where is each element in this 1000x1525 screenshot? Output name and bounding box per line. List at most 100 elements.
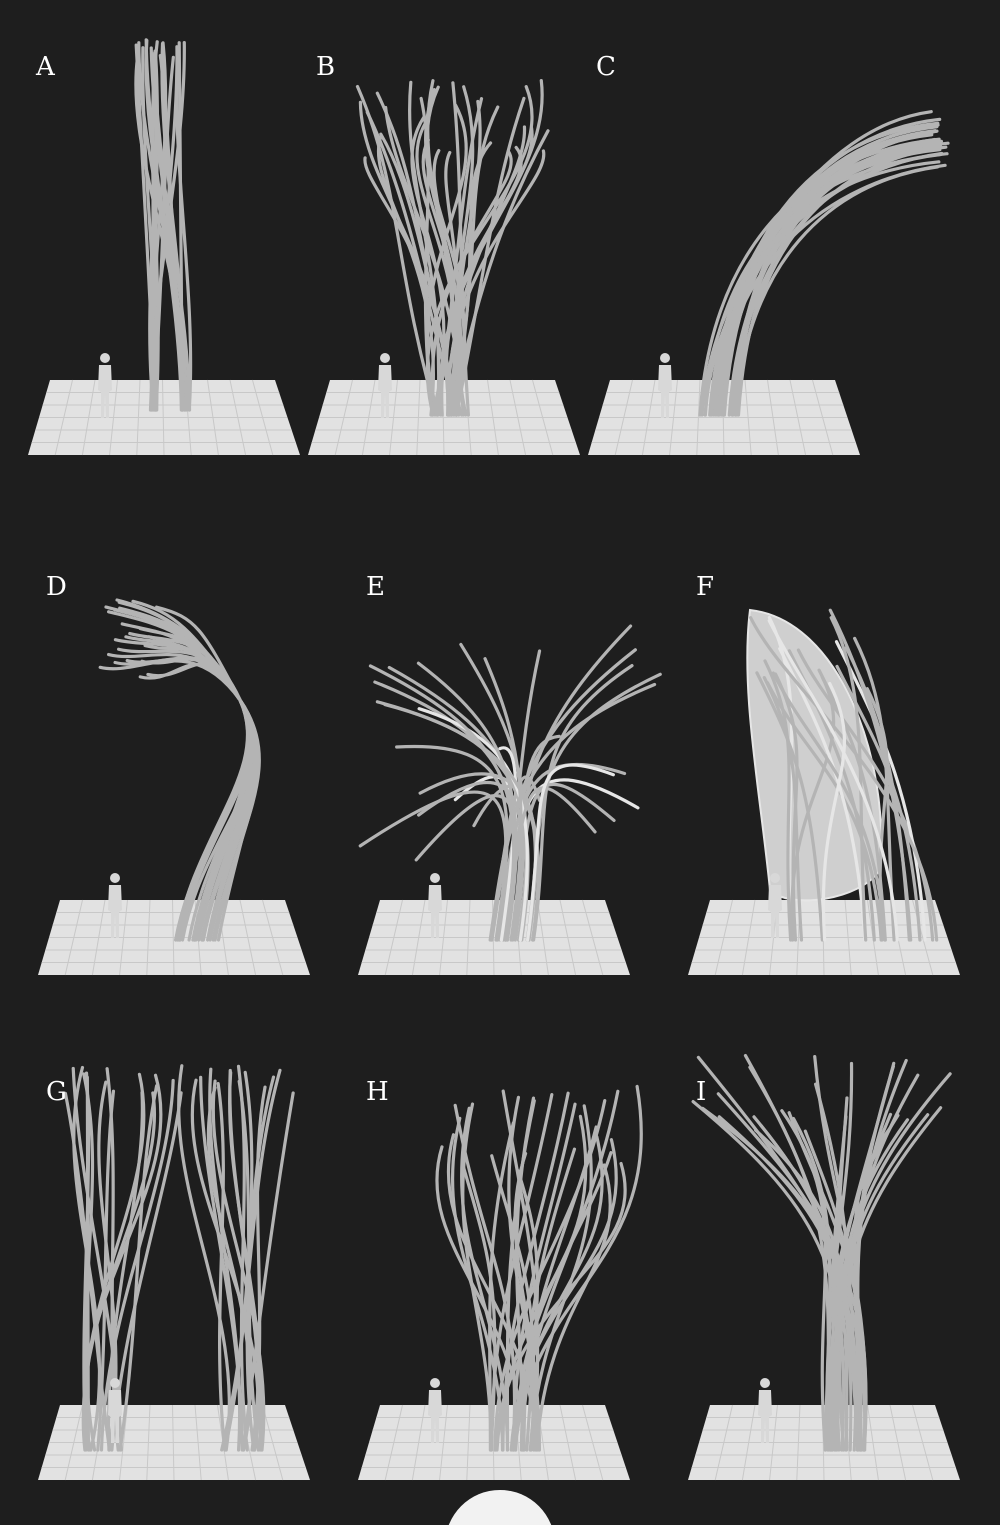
sculpture-render-b: [308, 78, 580, 456]
strand: [813, 1054, 868, 1452]
human-scale-figure: [428, 1378, 442, 1443]
strand: [490, 648, 637, 942]
strand: [509, 1138, 618, 1452]
human-scale-figure: [658, 353, 672, 418]
strand-bundle: [63, 1064, 295, 1452]
sculpture-render-i: [688, 1053, 960, 1481]
panel-label-b: B: [316, 52, 336, 82]
panel-d: D: [20, 540, 320, 1020]
strand: [440, 126, 534, 417]
strand-bundle: [355, 78, 550, 417]
sphere: [448, 1490, 552, 1525]
panel-label-g: G: [46, 1077, 67, 1107]
strand: [358, 100, 452, 417]
strand: [717, 1115, 858, 1452]
strand: [767, 619, 899, 942]
strand: [152, 51, 185, 412]
strand: [82, 1072, 97, 1452]
panel-c: C: [570, 20, 950, 500]
strand: [146, 662, 256, 942]
strand: [834, 1118, 910, 1452]
human-scale-figure: [108, 1378, 122, 1443]
panel-h: H: [340, 1045, 643, 1525]
sculpture-render-c: [588, 110, 950, 456]
strand: [483, 657, 523, 942]
panel-label-i: I: [696, 1077, 707, 1107]
strand: [531, 664, 634, 942]
strand: [453, 1103, 517, 1452]
panel-label-d: D: [46, 572, 67, 602]
strand: [516, 1169, 540, 1452]
ground-plane: [38, 1404, 310, 1481]
strand: [134, 43, 158, 412]
strand: [513, 1084, 643, 1452]
strand: [425, 103, 468, 417]
strand: [691, 1100, 846, 1452]
sculpture-render-d: [38, 598, 310, 976]
strand-bundle: [698, 110, 950, 417]
strand: [421, 138, 463, 417]
sculpture-render-e: [358, 624, 662, 976]
strand: [446, 149, 546, 417]
strand: [151, 55, 175, 412]
strand: [828, 608, 913, 942]
strand-bundle: [98, 598, 261, 942]
strand: [175, 49, 193, 412]
human-scale-figure: [378, 353, 392, 418]
strand: [495, 1114, 588, 1452]
panel-e: E: [340, 540, 662, 1020]
strand: [528, 1104, 593, 1452]
human-scale-figure: [758, 1378, 772, 1443]
strand: [721, 148, 942, 417]
strand: [834, 640, 927, 942]
ground-plane: [308, 379, 580, 456]
panel-label-h: H: [366, 1077, 389, 1107]
sculpture-render-h: [358, 1084, 643, 1525]
strand: [395, 744, 509, 942]
strand: [749, 616, 939, 942]
strand: [755, 671, 824, 942]
human-scale-figure: [108, 873, 122, 938]
human-scale-figure: [98, 353, 112, 418]
panel-f: F: [670, 540, 970, 1020]
strand: [243, 1070, 256, 1452]
strand: [490, 1154, 536, 1452]
panel-label-e: E: [366, 572, 385, 602]
strand: [854, 1064, 895, 1452]
strand: [511, 782, 616, 942]
strand: [525, 763, 615, 942]
human-scale-figure: [428, 873, 442, 938]
strand: [708, 139, 943, 417]
strand: [821, 681, 847, 942]
strand: [375, 700, 540, 942]
strand: [762, 676, 804, 942]
strand: [118, 1084, 159, 1452]
panel-label-a: A: [36, 52, 55, 82]
strand: [698, 137, 941, 417]
strand: [829, 616, 868, 942]
strand: [160, 42, 187, 412]
strand: [82, 1073, 163, 1452]
strand: [208, 1067, 242, 1452]
human-scale-figure: [768, 873, 782, 938]
panel-label-f: F: [696, 572, 715, 602]
strand-bundle: [746, 608, 939, 942]
ground-plane: [38, 899, 310, 976]
strand: [96, 1089, 116, 1452]
ground-plane: [28, 379, 300, 456]
sculpture-render-g: [38, 1064, 310, 1481]
strand: [177, 1064, 231, 1452]
strand: [716, 117, 942, 417]
panel-i: I: [670, 1045, 970, 1525]
panel-b: B: [290, 20, 590, 500]
strand: [763, 659, 793, 942]
panel-label-c: C: [596, 52, 616, 82]
strand: [791, 1116, 833, 1452]
strand-bundle: [691, 1053, 952, 1452]
strand-bundle: [134, 38, 193, 412]
strand: [865, 687, 889, 942]
strand: [451, 1116, 505, 1452]
strand: [460, 1161, 497, 1452]
strand: [368, 664, 516, 942]
